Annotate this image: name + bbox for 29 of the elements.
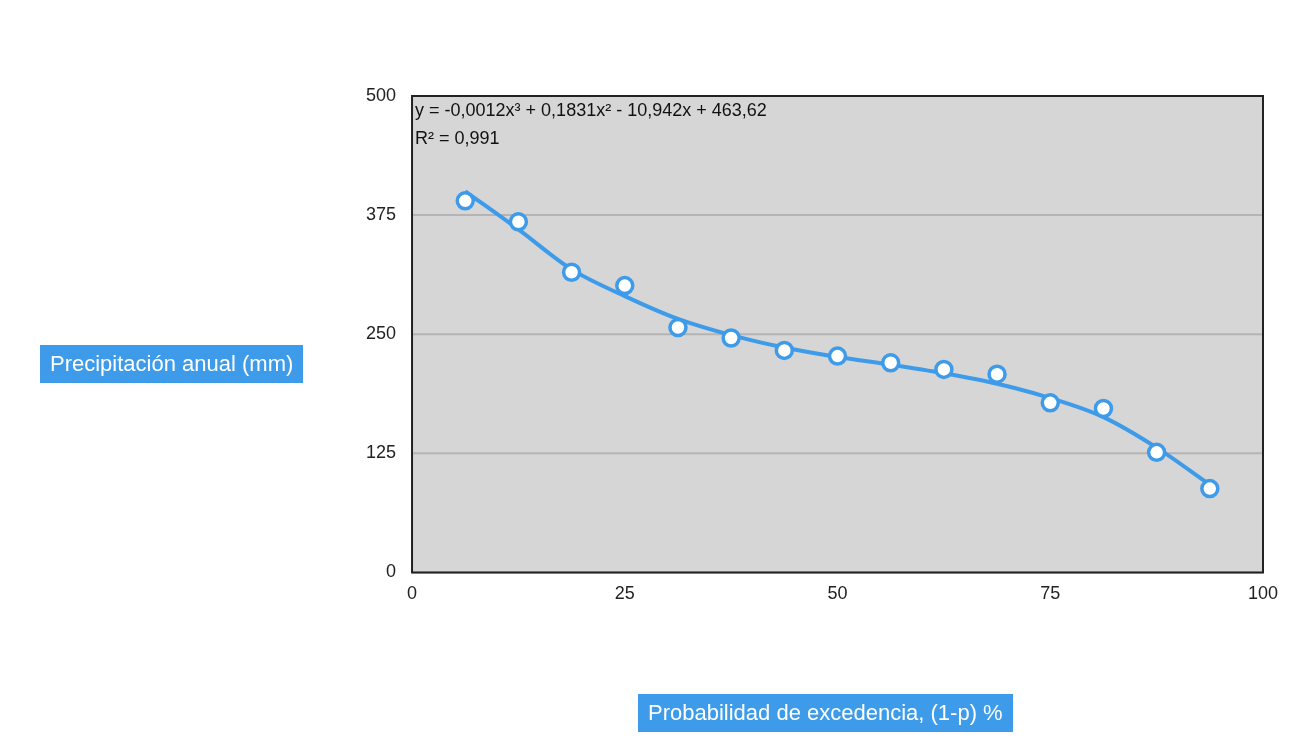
- point: [827, 346, 848, 366]
- point: [774, 340, 795, 361]
- y-tick-label: 250: [365, 323, 397, 344]
- y-tick-label: 500: [365, 84, 397, 105]
- point: [1093, 398, 1114, 419]
- point: [561, 262, 582, 283]
- annotation: R² = 0,991: [415, 127, 500, 148]
- x-axis-title: Probabilidad de excedencia, (1-p) %: [638, 694, 1013, 732]
- point: [615, 275, 635, 296]
- y-tick-label: 125: [365, 442, 397, 463]
- point: [668, 317, 688, 338]
- point: [880, 353, 901, 373]
- x-tick-label: 100: [1247, 583, 1279, 604]
- x-tick-label: 0: [407, 583, 418, 604]
- x-tick-label: 50: [827, 583, 848, 604]
- y-tick-label: 0: [386, 561, 397, 582]
- annotation: y = -0,0012x³ + 0,1831x² - 10,942x + 463,62: [415, 99, 767, 120]
- point: [1200, 478, 1220, 499]
- y-tick-label: 375: [365, 204, 397, 225]
- x-tick-label: 75: [1040, 583, 1061, 604]
- point: [721, 328, 741, 348]
- y-axis-title: Precipitación anual (mm): [40, 345, 304, 383]
- point: [987, 364, 1007, 384]
- point: [934, 359, 954, 380]
- point: [1146, 442, 1167, 463]
- x-tick-label: 25: [614, 583, 635, 604]
- point: [455, 191, 475, 211]
- point: [1040, 393, 1061, 413]
- point: [508, 212, 529, 232]
